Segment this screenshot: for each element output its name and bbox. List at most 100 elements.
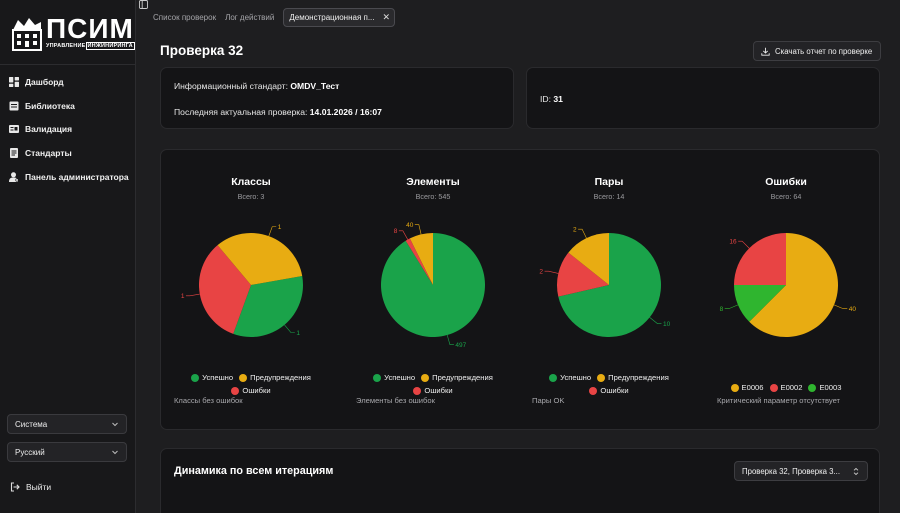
chart-subtitle: Всего: 64	[770, 192, 802, 201]
chart-title: Ошибки	[765, 176, 807, 188]
legend-label: Успешно	[384, 373, 416, 382]
chart-title: Элементы	[406, 176, 460, 188]
sidebar-item-dashboard[interactable]: Дашборд	[0, 70, 136, 94]
close-icon[interactable]: ✕	[382, 12, 391, 22]
pie-value-label: 40	[406, 222, 414, 229]
theme-select[interactable]: Система	[7, 414, 127, 434]
legend-item-предупреждения[interactable]: Предупреждения	[421, 373, 493, 384]
pie-slice-успешно[interactable]	[233, 275, 303, 337]
legend-label: Ошибки	[600, 385, 629, 395]
legend-item-предупреждения[interactable]: Предупреждения	[597, 373, 669, 384]
legend-label: E0006	[741, 383, 764, 392]
legend-label: Ошибки	[242, 385, 271, 395]
chart-note: Классы без ошибок	[174, 396, 243, 405]
app-logo[interactable]: ПСИМ УПРАВЛЕНИЕ ИНЖИНИРИНГА	[12, 12, 135, 54]
sidebar-item-admin[interactable]: Панель администратора	[0, 165, 136, 189]
legend-item-ошибки[interactable]: Ошибки	[231, 385, 271, 397]
legend-dot	[769, 384, 778, 393]
admin-icon	[9, 171, 19, 182]
pie-label-line	[268, 226, 277, 237]
pie-label-line	[446, 334, 454, 345]
pie-slice-ошибки[interactable]	[199, 245, 251, 334]
legend-item-успешно[interactable]: Успешно	[191, 373, 233, 384]
sidebar-toggle-icon[interactable]	[139, 0, 148, 9]
tab-bar: Список проверок Лог действий Демонстраци…	[153, 8, 404, 27]
sidebar-item-label: Дашборд	[25, 76, 64, 87]
pie-value-label: 8	[394, 228, 398, 235]
pie-slice-e0006[interactable]	[749, 233, 838, 337]
chart-title: Пары	[594, 176, 624, 188]
download-report-label: Скачать отчет по проверке	[775, 46, 873, 56]
pie-label-line	[833, 304, 848, 310]
iterations-select[interactable]: Проверка 32, Проверка 3...	[734, 461, 868, 481]
chart-1: Элементы Всего: 545 497 8 40 Успешно Предупреж…	[343, 150, 523, 430]
pie-label-line	[724, 304, 739, 310]
legend-item-успешно[interactable]: Успешно	[549, 373, 591, 384]
download-report-button[interactable]: Скачать отчет по проверке	[753, 41, 881, 61]
pie-label-line	[649, 317, 662, 324]
sidebar-item-label: Библиотека	[25, 100, 75, 111]
chart-3: Ошибки Всего: 64 40 8 16 E0006 E0002 E0003 Крити…	[696, 150, 876, 430]
chart-subtitle: Всего: 545	[415, 192, 451, 201]
legend-item-ошибки[interactable]: Ошибки	[589, 385, 629, 397]
sidebar-item-library[interactable]: Библиотека	[0, 94, 136, 118]
pie-value-label: 2	[573, 226, 577, 233]
sidebar-item-validation[interactable]: Валидация	[0, 117, 136, 141]
pie-slice-e0002[interactable]	[734, 233, 786, 285]
legend-item-e0002[interactable]: E0002	[769, 383, 802, 394]
legend-label: Предупреждения	[250, 373, 311, 382]
chart-note: Элементы без ошибок	[356, 396, 435, 405]
id-value: 31	[553, 94, 563, 104]
pie-slice-ошибки[interactable]	[405, 238, 433, 285]
chart-legend: Успешно Предупреждения Ошибки	[161, 373, 341, 399]
pie-value-label: 16	[729, 238, 737, 245]
logo-subtitle-b: ИНЖИНИРИНГА	[85, 42, 135, 50]
pie-slice-e0003[interactable]	[734, 285, 786, 322]
standard-label: Информационный стандарт:	[174, 81, 288, 91]
chart-note: Пары OK	[532, 396, 565, 405]
id-label: ID:	[540, 94, 551, 104]
pie-label-line	[544, 270, 559, 274]
dashboard-icon	[9, 76, 19, 87]
legend-item-предупреждения[interactable]: Предупреждения	[239, 373, 311, 384]
legend-item-успешно[interactable]: Успешно	[373, 373, 415, 384]
pie-slice-успешно[interactable]	[558, 233, 661, 337]
sidebar-item-standards[interactable]: Стандарты	[0, 141, 136, 165]
logout-button[interactable]: Выйти	[10, 482, 51, 492]
pie-slice-предупреждения[interactable]	[217, 233, 303, 285]
pie-label-line	[578, 228, 587, 239]
charts-card: Классы Всего: 3 1 1 1 Успешно Предупреждения Ош…	[160, 149, 880, 430]
legend-item-e0006[interactable]: E0006	[730, 383, 764, 394]
legend-dot	[730, 384, 739, 393]
tab-label: Демонстрационная п...	[289, 13, 375, 22]
language-select[interactable]: Русский	[7, 442, 127, 462]
chart-title: Классы	[231, 176, 271, 188]
pie-label-line	[414, 224, 422, 235]
page-title: Проверка 32	[160, 43, 244, 58]
pie-label-line	[284, 324, 295, 333]
pie-value-label: 1	[278, 224, 282, 231]
sidebar-divider	[0, 64, 136, 65]
legend-label: Предупреждения	[608, 373, 669, 382]
tab-action-log[interactable]: Лог действий	[225, 13, 275, 22]
standard-value: OMDV_Тест	[290, 81, 340, 91]
tab-checks-list[interactable]: Список проверок	[153, 13, 217, 22]
sidebar-item-label: Панель администратора	[25, 171, 129, 182]
legend-dot	[421, 374, 430, 383]
logo-building-icon	[12, 18, 42, 51]
chart-note: Критический параметр отсутствует	[717, 396, 841, 405]
pie-chart: 1 1 1	[181, 224, 303, 337]
pie-slice-ошибки[interactable]	[557, 252, 609, 297]
dynamics-title: Динамика по всем итерациям	[174, 465, 334, 477]
sidebar-nav: Дашборд Библиотека Валидация Стандарты П…	[0, 70, 136, 188]
legend-item-ошибки[interactable]: Ошибки	[413, 386, 453, 397]
legend-item-e0003[interactable]: E0003	[808, 383, 841, 394]
legend-dot	[413, 387, 422, 395]
logo-subtitle: УПРАВЛЕНИЕ ИНЖИНИРИНГА	[46, 42, 135, 50]
standards-icon	[10, 147, 18, 158]
pie-label-line	[738, 240, 750, 249]
id-info-card: ID: 31	[526, 67, 880, 129]
pie-slice-предупреждения[interactable]	[568, 233, 609, 285]
pie-slice-предупреждения[interactable]	[409, 233, 433, 285]
tab-demo-check[interactable]: Демонстрационная п... ✕	[283, 8, 396, 27]
